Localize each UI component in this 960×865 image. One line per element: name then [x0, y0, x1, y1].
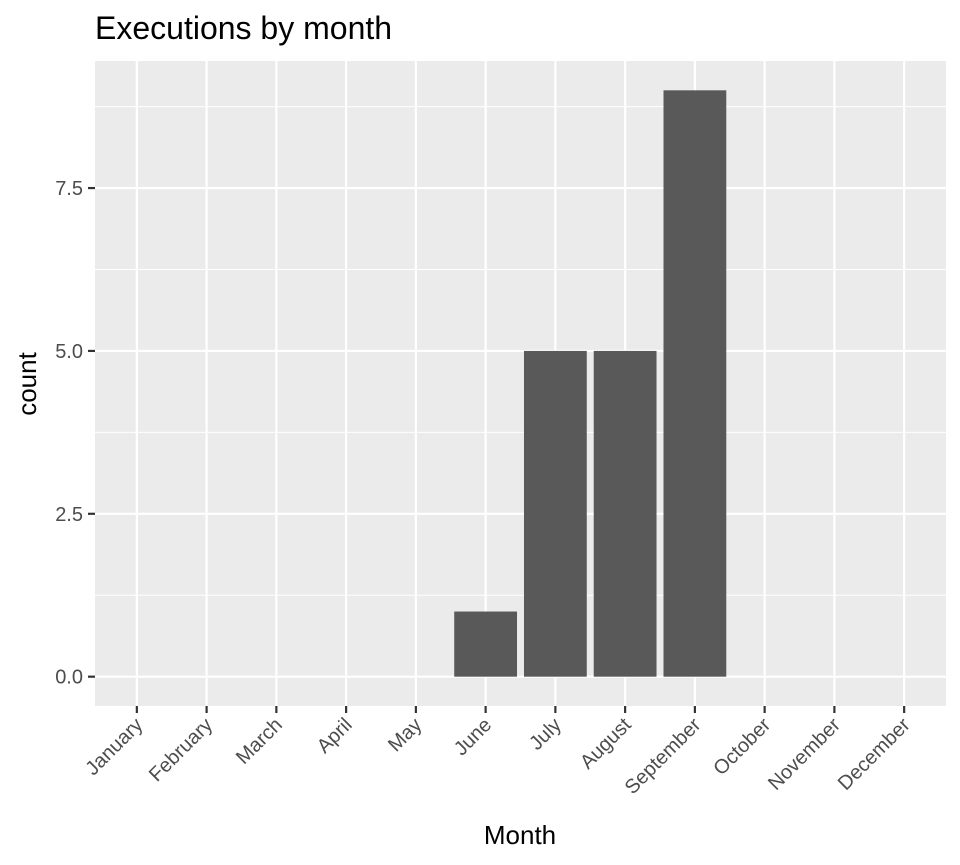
plot-panel	[95, 61, 946, 706]
x-tick-label: June	[450, 714, 496, 760]
x-tick-label: October	[709, 714, 775, 780]
x-tick-label: April	[313, 714, 357, 758]
x-tick-label: December	[834, 714, 915, 795]
minor-gridlines	[95, 106, 946, 596]
x-axis-title: Month	[484, 820, 556, 850]
y-tick-label: 0.0	[55, 667, 83, 689]
y-tick-label: 2.5	[55, 504, 83, 526]
x-tick-label: May	[384, 714, 426, 756]
bars	[454, 90, 727, 677]
y-tick-label: 7.5	[55, 178, 83, 200]
x-tick-label: September	[621, 714, 706, 799]
y-axis-title: count	[12, 351, 42, 415]
x-tick-label: March	[232, 714, 287, 769]
x-tick-label: November	[764, 714, 845, 795]
y-tick-label: 5.0	[55, 341, 83, 363]
bar-june	[454, 611, 518, 677]
x-tick-label: February	[145, 714, 217, 786]
x-tick-label: January	[82, 714, 148, 780]
major-gridlines	[95, 61, 946, 706]
x-tick-label: August	[576, 714, 636, 774]
x-tick-label: July	[525, 714, 566, 755]
bar-september	[663, 90, 727, 677]
bar-july	[523, 350, 587, 677]
bar-august	[593, 350, 657, 677]
y-axis: 0.0 2.5 5.0 7.5	[55, 178, 95, 689]
chart-title: Executions by month	[95, 10, 392, 46]
